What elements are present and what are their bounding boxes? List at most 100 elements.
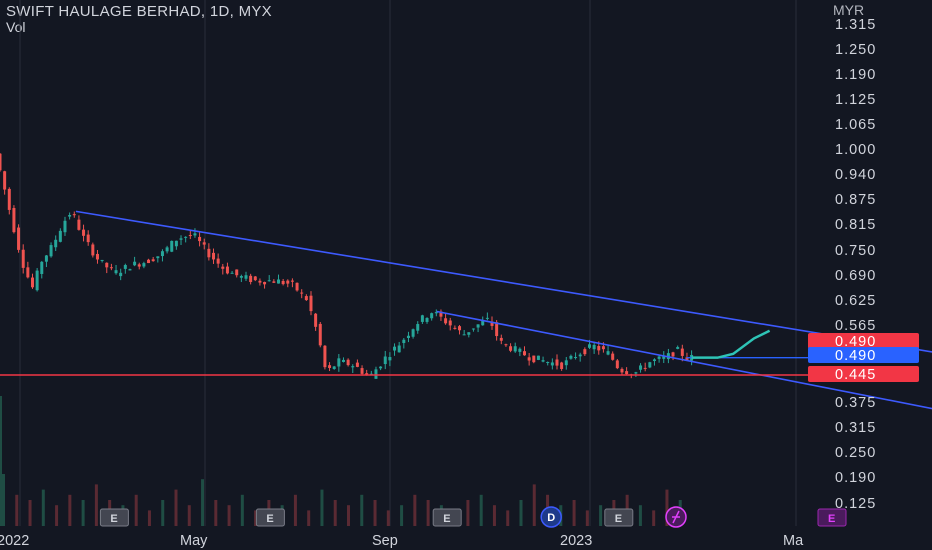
drawing-lines[interactable] bbox=[0, 210, 932, 415]
candle-body bbox=[393, 346, 397, 351]
candle-body bbox=[509, 346, 513, 351]
candle-body bbox=[281, 280, 285, 285]
candle-body bbox=[142, 263, 146, 267]
volume-bar bbox=[161, 500, 165, 526]
candle-body bbox=[100, 259, 104, 261]
candle-body bbox=[249, 275, 253, 282]
svg-text:E: E bbox=[615, 513, 622, 525]
candle-body bbox=[198, 236, 202, 242]
candle-body bbox=[657, 356, 661, 359]
candle-body bbox=[290, 280, 294, 282]
candle-body bbox=[425, 318, 429, 322]
candle-body bbox=[680, 348, 684, 356]
candle-body bbox=[444, 318, 448, 324]
candle-body bbox=[592, 344, 596, 350]
volume-bar bbox=[0, 396, 2, 526]
volume-bar bbox=[492, 505, 496, 526]
svg-text:D: D bbox=[547, 512, 555, 524]
event-marker-D: D bbox=[540, 506, 562, 528]
volume-bar bbox=[665, 489, 669, 526]
price-tick-label: 0.250 bbox=[835, 445, 876, 461]
candle-body bbox=[133, 261, 137, 266]
time-tick-label: 2022 bbox=[0, 533, 29, 549]
candle-body bbox=[49, 245, 53, 257]
volume-bar bbox=[373, 500, 377, 526]
candle-body bbox=[225, 266, 229, 274]
candle-body bbox=[318, 323, 322, 346]
candle-body bbox=[406, 335, 410, 339]
candle-body bbox=[578, 354, 582, 357]
candle-body bbox=[17, 227, 21, 250]
candle-body bbox=[58, 230, 62, 242]
projection-path bbox=[691, 329, 771, 359]
candle-body bbox=[430, 313, 434, 319]
candle-body bbox=[453, 327, 457, 329]
volume-bar bbox=[55, 505, 59, 526]
candle-body bbox=[114, 270, 118, 274]
candle-body bbox=[341, 359, 345, 362]
candle-body bbox=[86, 234, 90, 243]
candle-body bbox=[499, 337, 503, 341]
price-tick-label: 0.815 bbox=[835, 217, 876, 233]
candle-body bbox=[587, 344, 591, 348]
price-tick-label: 1.250 bbox=[835, 42, 876, 58]
trendline bbox=[436, 310, 932, 410]
candle-body bbox=[523, 351, 527, 356]
candle-body bbox=[309, 295, 313, 312]
volume-bar bbox=[466, 500, 470, 526]
price-tick-label: 1.125 bbox=[835, 92, 876, 108]
candle-body bbox=[337, 358, 341, 367]
candle-body bbox=[518, 348, 522, 352]
volume-bar bbox=[479, 494, 483, 526]
candle-body bbox=[253, 276, 257, 281]
event-marker-split bbox=[665, 506, 687, 528]
price-tag-label: 0.445 bbox=[835, 367, 876, 383]
price-tick-label: 0.875 bbox=[835, 192, 876, 208]
candle-body bbox=[383, 356, 387, 365]
candle-body bbox=[685, 357, 689, 360]
price-tag bbox=[808, 366, 919, 382]
volume-bar bbox=[94, 484, 98, 526]
candle-body bbox=[128, 269, 132, 271]
candle-body bbox=[323, 345, 327, 368]
candle-body bbox=[77, 219, 81, 230]
candle-body bbox=[536, 355, 540, 360]
price-tick-label: 1.315 bbox=[835, 17, 876, 33]
time-tick-label: May bbox=[180, 533, 208, 549]
volume-bar bbox=[68, 494, 72, 526]
candle-body bbox=[625, 371, 629, 375]
price-axis[interactable]: 1.315 1.250 1.190 1.125 1.065 1.000 0.940 0.875… bbox=[808, 17, 919, 512]
candle-body bbox=[21, 249, 25, 268]
volume-bar bbox=[227, 505, 231, 526]
candle-body bbox=[648, 362, 652, 368]
event-marker-E: E bbox=[99, 508, 129, 527]
candle-body bbox=[397, 345, 401, 353]
candle-body bbox=[490, 321, 494, 326]
event-marker-E: E bbox=[255, 508, 285, 527]
candle-body bbox=[165, 247, 169, 252]
candle-body bbox=[44, 255, 48, 262]
time-axis[interactable]: 2022 May Sep 2023 Ma bbox=[0, 533, 804, 549]
candle-body bbox=[258, 280, 262, 283]
candle-body bbox=[606, 351, 610, 355]
volume-bar bbox=[413, 494, 417, 526]
candle-body bbox=[560, 362, 564, 369]
volume-bar bbox=[519, 500, 523, 526]
volume-bar bbox=[41, 489, 45, 526]
candle-body bbox=[555, 359, 559, 366]
candle-body bbox=[300, 292, 304, 294]
candle-body bbox=[411, 329, 415, 337]
volume-bar bbox=[426, 500, 430, 526]
svg-text:E: E bbox=[443, 513, 450, 525]
volume-bar bbox=[400, 505, 404, 526]
candle-body bbox=[416, 324, 420, 331]
candle-body bbox=[295, 282, 299, 291]
volume-bar bbox=[347, 505, 350, 526]
candle-body bbox=[360, 368, 364, 374]
grid-lines bbox=[19, 0, 797, 526]
candle-body bbox=[7, 188, 11, 210]
svg-text:E: E bbox=[266, 513, 273, 525]
candle-body bbox=[434, 312, 438, 314]
